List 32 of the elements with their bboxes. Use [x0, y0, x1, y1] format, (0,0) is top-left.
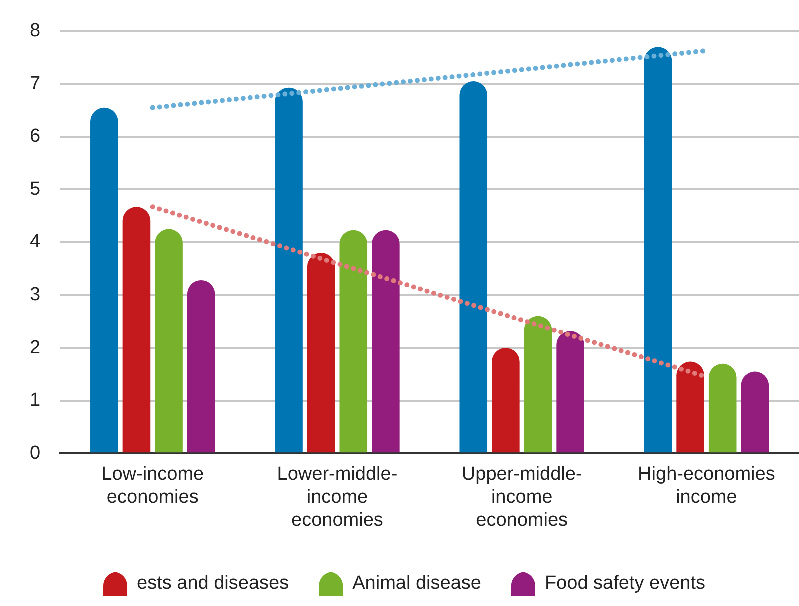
bar — [187, 280, 216, 453]
bar — [741, 372, 770, 453]
bar — [90, 108, 118, 453]
bar — [644, 47, 672, 453]
bar — [155, 229, 183, 453]
bar — [708, 364, 737, 453]
legend-label: Animal disease — [352, 573, 482, 594]
y-tick-label: 5 — [30, 178, 41, 200]
y-tick-label: 8 — [30, 20, 41, 42]
y-tick-label: 6 — [30, 126, 41, 148]
bar — [556, 331, 584, 453]
bar — [275, 88, 303, 453]
y-tick-label: 7 — [30, 73, 41, 94]
bar — [492, 348, 520, 453]
legend-label: ests and diseases — [137, 573, 290, 594]
bar — [676, 362, 704, 453]
legend-label: Food safety events — [544, 573, 706, 594]
y-tick-label: 3 — [30, 284, 41, 306]
bar — [460, 82, 488, 453]
y-tick-label: 1 — [30, 390, 41, 412]
bar — [307, 253, 336, 453]
bar — [122, 207, 151, 453]
x-tick-label: High-economies income — [638, 464, 776, 508]
bar — [524, 316, 552, 453]
y-tick-label: 2 — [30, 337, 41, 358]
bar — [340, 230, 368, 453]
y-tick-label: 4 — [30, 232, 41, 253]
x-tick-label: Upper-middle- income economies — [462, 464, 582, 531]
x-tick-label: Lower-middle- income economies — [277, 464, 398, 531]
x-tick-label: Low-income economies — [102, 464, 204, 508]
bar — [372, 230, 400, 453]
y-tick-label: 0 — [30, 442, 41, 464]
